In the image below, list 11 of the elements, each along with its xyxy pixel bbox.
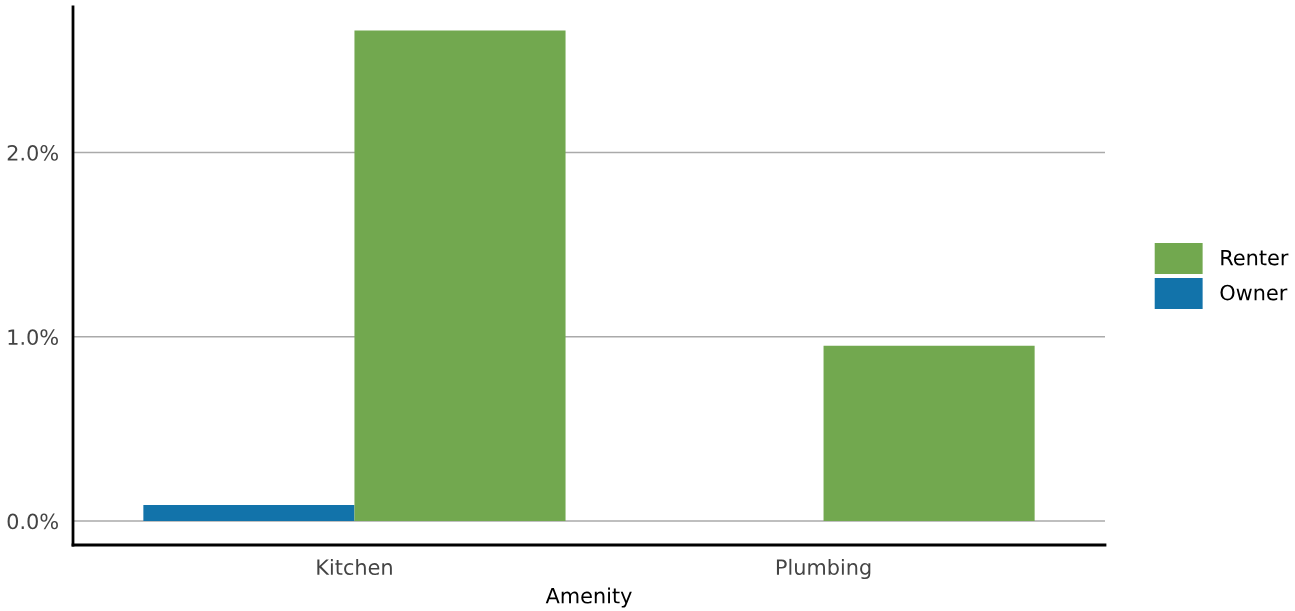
x-axis-title: Amenity (545, 587, 632, 608)
bar (354, 30, 566, 522)
x-tick-label: Plumbing (776, 558, 871, 580)
legend-label: Owner (1220, 284, 1288, 301)
bar (823, 345, 1035, 522)
bar (143, 505, 355, 522)
y-tick-label: 1.0% (8, 329, 58, 346)
legend-label: Renter (1221, 249, 1289, 266)
y-tick-label: 0.0% (7, 513, 58, 530)
y-tick-label: 2.0% (7, 145, 58, 161)
x-tick-label: Kitchen (317, 558, 392, 576)
